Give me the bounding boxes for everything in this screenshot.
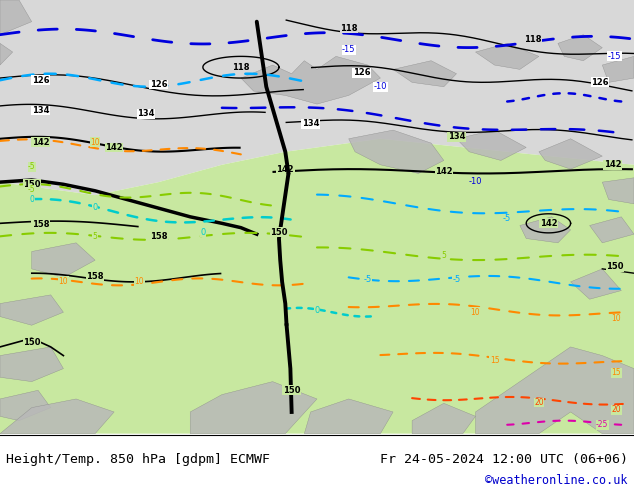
Text: 118: 118 bbox=[524, 34, 541, 44]
Polygon shape bbox=[393, 61, 456, 87]
Polygon shape bbox=[602, 178, 634, 204]
Text: 10: 10 bbox=[58, 276, 68, 286]
Text: 142: 142 bbox=[540, 219, 557, 228]
Text: -5: -5 bbox=[363, 275, 372, 284]
Text: -15: -15 bbox=[342, 46, 356, 54]
Text: 126: 126 bbox=[32, 76, 49, 85]
Polygon shape bbox=[304, 399, 393, 434]
Polygon shape bbox=[241, 56, 380, 104]
Polygon shape bbox=[571, 269, 621, 299]
Text: 20: 20 bbox=[612, 405, 621, 415]
Polygon shape bbox=[558, 35, 602, 61]
Text: 5: 5 bbox=[93, 232, 98, 241]
Text: 142: 142 bbox=[604, 160, 621, 169]
Text: -25: -25 bbox=[596, 420, 609, 429]
Polygon shape bbox=[0, 139, 634, 434]
Text: 134: 134 bbox=[32, 106, 49, 115]
Text: -5: -5 bbox=[503, 215, 512, 223]
Polygon shape bbox=[190, 382, 317, 434]
Text: 118: 118 bbox=[232, 63, 250, 72]
Polygon shape bbox=[412, 403, 476, 434]
Polygon shape bbox=[349, 130, 444, 173]
Text: 0: 0 bbox=[29, 195, 34, 204]
Text: 0: 0 bbox=[93, 203, 98, 212]
Polygon shape bbox=[476, 43, 539, 70]
Text: 158: 158 bbox=[32, 220, 49, 229]
Text: 142: 142 bbox=[32, 138, 49, 147]
Polygon shape bbox=[0, 43, 13, 65]
Text: 142: 142 bbox=[435, 167, 453, 176]
Polygon shape bbox=[520, 217, 571, 243]
Text: -15: -15 bbox=[608, 52, 621, 61]
Text: 134: 134 bbox=[137, 109, 155, 118]
Polygon shape bbox=[0, 347, 63, 382]
Text: 126: 126 bbox=[591, 78, 609, 87]
Polygon shape bbox=[456, 130, 526, 160]
Polygon shape bbox=[0, 0, 634, 195]
Polygon shape bbox=[0, 295, 63, 325]
Polygon shape bbox=[539, 139, 602, 169]
Text: Fr 24-05-2024 12:00 UTC (06+06): Fr 24-05-2024 12:00 UTC (06+06) bbox=[380, 453, 628, 466]
Text: 150: 150 bbox=[606, 262, 624, 271]
Text: 134: 134 bbox=[302, 119, 320, 128]
Text: -10: -10 bbox=[373, 82, 387, 91]
Text: 150: 150 bbox=[270, 227, 288, 237]
Text: 0: 0 bbox=[314, 306, 320, 315]
Text: 150: 150 bbox=[283, 386, 301, 395]
Text: 142: 142 bbox=[276, 166, 294, 174]
Polygon shape bbox=[0, 0, 32, 35]
Polygon shape bbox=[476, 347, 634, 434]
Text: 158: 158 bbox=[150, 232, 167, 241]
Text: ©weatheronline.co.uk: ©weatheronline.co.uk bbox=[485, 474, 628, 487]
Text: 15: 15 bbox=[612, 368, 621, 377]
Text: -5: -5 bbox=[452, 275, 461, 284]
Text: 150: 150 bbox=[23, 338, 41, 347]
Text: 142: 142 bbox=[105, 143, 123, 152]
Text: 126: 126 bbox=[150, 80, 167, 89]
Polygon shape bbox=[590, 217, 634, 243]
Text: 15: 15 bbox=[489, 356, 500, 366]
Polygon shape bbox=[32, 243, 95, 277]
Polygon shape bbox=[0, 390, 51, 420]
Text: 10: 10 bbox=[470, 308, 481, 317]
Text: 10: 10 bbox=[612, 314, 621, 323]
Text: 0: 0 bbox=[200, 227, 205, 237]
Text: -5: -5 bbox=[28, 162, 36, 171]
Text: 20: 20 bbox=[534, 398, 544, 407]
Text: 10: 10 bbox=[90, 138, 100, 147]
Text: 10: 10 bbox=[134, 276, 145, 286]
Text: -5: -5 bbox=[28, 185, 36, 195]
Text: -10: -10 bbox=[469, 177, 482, 186]
Text: 5: 5 bbox=[441, 251, 446, 260]
Polygon shape bbox=[0, 399, 114, 434]
Text: 150: 150 bbox=[23, 180, 41, 189]
Text: 118: 118 bbox=[340, 24, 358, 33]
Polygon shape bbox=[602, 56, 634, 82]
Text: 134: 134 bbox=[448, 132, 465, 141]
Text: 158: 158 bbox=[86, 272, 104, 281]
Text: 126: 126 bbox=[353, 68, 370, 77]
Text: Height/Temp. 850 hPa [gdpm] ECMWF: Height/Temp. 850 hPa [gdpm] ECMWF bbox=[6, 453, 270, 466]
